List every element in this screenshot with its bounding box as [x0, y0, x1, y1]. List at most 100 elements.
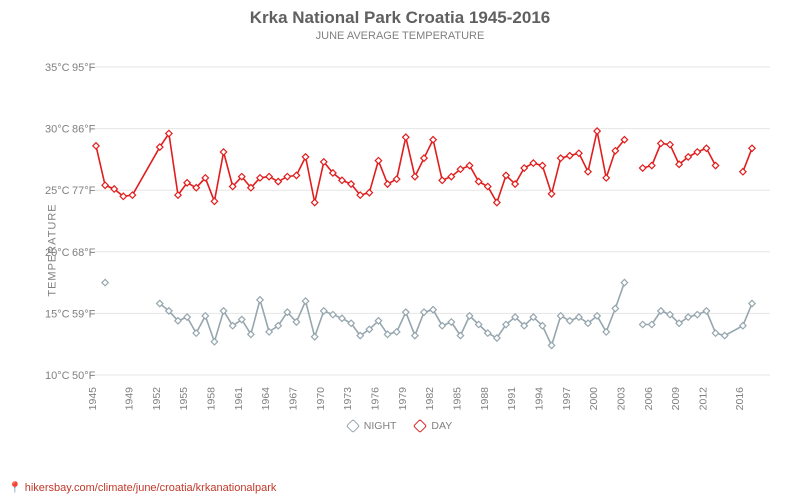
xtick-label: 1952	[151, 387, 163, 411]
day-marker	[293, 172, 299, 178]
day-marker	[466, 162, 472, 168]
night-marker	[603, 329, 609, 335]
pin-icon: 📍	[8, 482, 22, 494]
ytick-c: 20°C	[45, 247, 70, 259]
xtick-label: 1979	[397, 387, 409, 411]
night-marker	[393, 329, 399, 335]
night-marker	[749, 300, 755, 306]
day-marker	[275, 178, 281, 184]
chart-title: Krka National Park Croatia 1945-2016	[0, 8, 800, 28]
ytick-f: 68°F	[72, 247, 96, 259]
day-marker	[576, 150, 582, 156]
night-marker	[412, 332, 418, 338]
day-marker	[649, 162, 655, 168]
day-marker	[220, 149, 226, 155]
day-marker	[129, 192, 135, 198]
day-marker	[102, 182, 108, 188]
day-marker	[585, 169, 591, 175]
xtick-label: 1964	[260, 387, 272, 411]
night-marker	[548, 342, 554, 348]
xtick-label: 1945	[87, 387, 99, 411]
xtick-label: 1982	[424, 387, 436, 411]
night-marker	[621, 279, 627, 285]
xtick-label: 1973	[342, 387, 354, 411]
xtick-label: 1958	[205, 387, 217, 411]
xtick-label: 2016	[734, 387, 746, 411]
night-marker	[193, 330, 199, 336]
day-marker	[539, 162, 545, 168]
night-marker	[439, 323, 445, 329]
ytick-c: 15°C	[45, 308, 70, 320]
xtick-label: 2006	[643, 387, 655, 411]
night-marker	[430, 307, 436, 313]
night-marker	[311, 334, 317, 340]
day-marker	[639, 165, 645, 171]
xtick-label: 1985	[451, 387, 463, 411]
day-marker	[475, 178, 481, 184]
day-marker	[694, 149, 700, 155]
night-marker	[712, 330, 718, 336]
day-marker	[703, 145, 709, 151]
xtick-label: 1988	[479, 387, 491, 411]
day-marker	[266, 173, 272, 179]
day-marker	[548, 191, 554, 197]
ytick-f: 59°F	[72, 308, 96, 320]
source-link: 📍hikersbay.com/climate/june/croatia/krka…	[8, 481, 276, 494]
day-marker	[603, 175, 609, 181]
xtick-label: 1961	[233, 387, 245, 411]
legend-item-night: NIGHT	[348, 420, 397, 432]
day-marker	[375, 157, 381, 163]
ytick-c: 30°C	[45, 124, 70, 136]
ytick-f: 77°F	[72, 185, 96, 197]
day-marker	[494, 199, 500, 205]
day-marker	[393, 176, 399, 182]
xtick-label: 1991	[506, 387, 518, 411]
xtick-label: 1949	[123, 387, 135, 411]
night-marker	[184, 314, 190, 320]
day-marker	[521, 165, 527, 171]
ytick-f: 50°F	[72, 370, 96, 382]
xtick-label: 1970	[315, 387, 327, 411]
day-marker	[530, 160, 536, 166]
chart-subtitle: JUNE AVERAGE TEMPERATURE	[0, 30, 800, 42]
xtick-label: 2009	[670, 387, 682, 411]
day-marker	[93, 143, 99, 149]
day-marker	[567, 153, 573, 159]
day-marker	[740, 169, 746, 175]
chart-area: 10°C50°F15°C59°F20°C68°F25°C77°F30°C86°F…	[90, 55, 770, 415]
night-marker	[721, 332, 727, 338]
day-marker	[557, 155, 563, 161]
xtick-label: 2000	[588, 387, 600, 411]
day-marker	[311, 199, 317, 205]
source-text: hikersbay.com/climate/june/croatia/krkan…	[25, 482, 277, 494]
xtick-label: 1997	[561, 387, 573, 411]
day-marker	[412, 173, 418, 179]
night-marker	[421, 309, 427, 315]
xtick-label: 1967	[287, 387, 299, 411]
diamond-icon	[413, 419, 427, 433]
night-marker	[339, 315, 345, 321]
night-marker	[211, 339, 217, 345]
day-marker	[430, 136, 436, 142]
night-marker	[102, 279, 108, 285]
day-marker	[211, 198, 217, 204]
day-marker	[421, 155, 427, 161]
diamond-icon	[346, 419, 360, 433]
xtick-label: 1955	[178, 387, 190, 411]
legend-item-day: DAY	[415, 420, 452, 432]
night-marker	[330, 311, 336, 317]
day-marker	[485, 183, 491, 189]
chart-svg: 10°C50°F15°C59°F20°C68°F25°C77°F30°C86°F…	[90, 55, 770, 415]
xtick-label: 1994	[533, 387, 545, 411]
xtick-label: 2012	[697, 387, 709, 411]
legend: NIGHT DAY	[0, 420, 800, 434]
day-marker	[403, 134, 409, 140]
day-marker	[384, 181, 390, 187]
day-marker	[658, 140, 664, 146]
night-marker	[694, 311, 700, 317]
night-marker	[612, 305, 618, 311]
legend-label-night: NIGHT	[364, 420, 397, 432]
night-marker	[740, 323, 746, 329]
night-marker	[302, 298, 308, 304]
xtick-label: 1976	[369, 387, 381, 411]
